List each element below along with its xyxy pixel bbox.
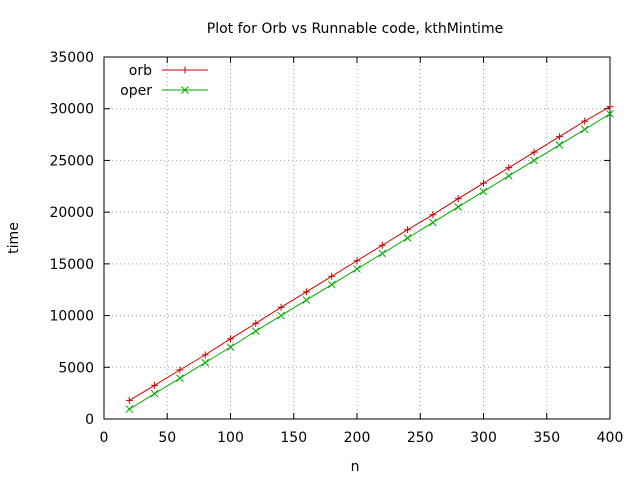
data-point: [201, 358, 210, 367]
x-tick-label: 50: [158, 430, 176, 446]
data-point: [150, 389, 159, 398]
series-orb: [125, 103, 614, 404]
legend: orb oper: [120, 63, 208, 99]
data-point: [176, 366, 184, 374]
legend-marker-oper: [181, 86, 189, 94]
series-oper: [125, 110, 614, 414]
y-tick-label: 0: [85, 412, 94, 428]
x-tick-label: 0: [100, 430, 109, 446]
data-point: [302, 288, 310, 296]
data-point: [328, 272, 336, 280]
data-point: [454, 195, 462, 203]
grid: [104, 57, 610, 419]
data-point: [530, 156, 538, 165]
data-point: [454, 203, 463, 211]
data-point: [504, 172, 513, 180]
y-tick-label: 35000: [49, 50, 94, 66]
data-point: [530, 148, 538, 156]
x-tick-label: 300: [470, 430, 497, 446]
data-point: [480, 179, 487, 187]
data-point: [479, 187, 488, 196]
series-line-orb: [129, 106, 611, 401]
data-point: [581, 117, 589, 125]
y-tick-label: 30000: [49, 102, 94, 118]
data-point: [429, 211, 437, 219]
data-point: [125, 396, 133, 404]
chart-title: Plot for Orb vs Runnable code, kthMintim…: [207, 21, 503, 37]
y-tick-label: 15000: [49, 257, 94, 273]
y-tick-label: 20000: [49, 205, 94, 221]
data-point: [378, 249, 387, 258]
data-point: [176, 374, 184, 382]
axes: 0 50 100 150 200 250 300 350 400 0 5000 10000 15000 2…: [49, 50, 623, 446]
data-point: [505, 164, 513, 172]
data-point: [555, 141, 564, 149]
x-tick-label: 400: [597, 430, 624, 446]
x-tick-label: 350: [533, 430, 560, 446]
data-point: [277, 303, 285, 311]
legend-label-oper: oper: [120, 83, 152, 99]
data-point: [201, 351, 209, 359]
data-point: [327, 280, 336, 289]
data-point: [404, 226, 412, 234]
data-point: [555, 133, 563, 141]
x-tick-label: 250: [407, 430, 434, 446]
data-point: [403, 234, 412, 242]
x-tick-label: 150: [280, 430, 307, 446]
data-point: [151, 381, 159, 389]
legend-marker-orb: [181, 66, 189, 74]
legend-label-orb: orb: [129, 63, 152, 79]
x-tick-label: 200: [344, 430, 371, 446]
data-point: [353, 257, 361, 265]
data-point: [302, 296, 311, 304]
data-point: [251, 327, 260, 335]
data-point: [226, 343, 235, 351]
series: [125, 103, 614, 414]
data-point: [227, 335, 234, 343]
data-point: [429, 218, 437, 227]
y-tick-label: 10000: [49, 309, 94, 325]
x-tick-label: 100: [217, 430, 244, 446]
data-point: [606, 103, 614, 111]
x-axis-label: n: [351, 459, 360, 475]
data-point: [353, 265, 361, 273]
y-tick-label: 25000: [49, 153, 94, 169]
y-axis-label: time: [6, 222, 22, 254]
data-point: [378, 241, 386, 249]
series-line-oper: [129, 113, 611, 410]
data-point: [277, 311, 285, 320]
data-point: [606, 110, 614, 118]
data-point: [580, 125, 589, 134]
data-point: [252, 319, 260, 327]
data-point: [125, 405, 134, 414]
y-tick-label: 5000: [58, 360, 94, 376]
